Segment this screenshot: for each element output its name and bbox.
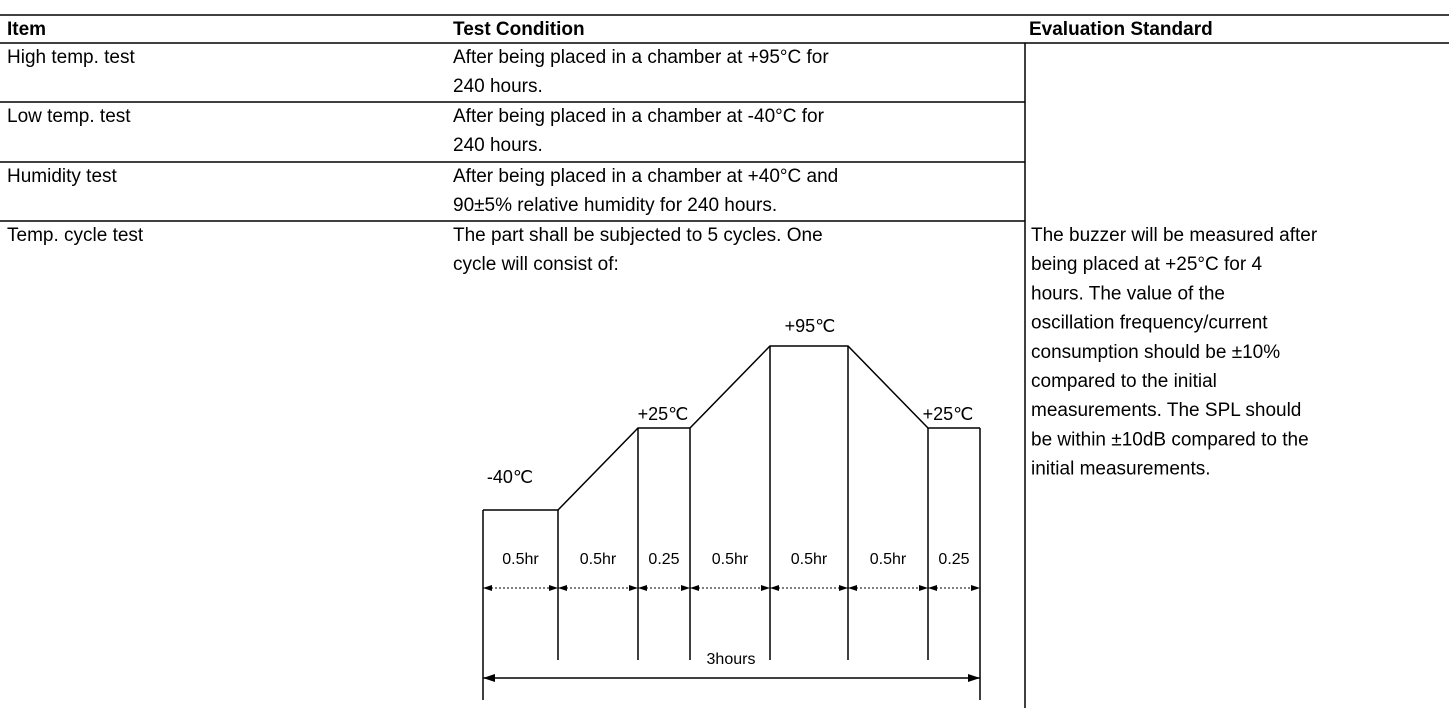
arrowhead — [971, 585, 980, 591]
segment-label: 0.5hr — [502, 551, 539, 568]
temperature-profile — [483, 345, 980, 511]
evaluation-line: initial measurements. — [1031, 459, 1211, 480]
evaluation-line: measurements. The SPL should — [1031, 400, 1301, 421]
segment-label: 0.25 — [938, 551, 969, 568]
arrowhead — [761, 585, 770, 591]
evaluation-line: be within ±10dB compared to the — [1031, 429, 1309, 450]
condition-line: cycle will consist of: — [453, 254, 619, 275]
evaluation-line: compared to the initial — [1031, 371, 1217, 392]
temperature-label: -40℃ — [487, 467, 533, 487]
column-header: Test Condition — [453, 19, 585, 40]
item-cell: Low temp. test — [7, 106, 131, 127]
arrowhead — [770, 585, 779, 591]
arrowhead — [919, 585, 928, 591]
column-header: Evaluation Standard — [1029, 19, 1213, 40]
condition-line: After being placed in a chamber at +40°C… — [453, 166, 838, 187]
condition-line: 240 hours. — [453, 135, 543, 156]
condition-line: After being placed in a chamber at -40°C… — [453, 106, 825, 127]
arrowhead — [483, 674, 495, 682]
arrowhead — [968, 674, 980, 682]
evaluation-line: oscillation frequency/current — [1031, 313, 1268, 334]
arrowhead — [483, 585, 492, 591]
arrowhead — [629, 585, 638, 591]
condition-line: 240 hours. — [453, 76, 543, 97]
segment-label: 0.5hr — [791, 551, 828, 568]
arrowhead — [928, 585, 937, 591]
arrowhead — [638, 585, 647, 591]
evaluation-line: hours. The value of the — [1031, 283, 1225, 304]
arrowhead — [681, 585, 690, 591]
arrowhead — [549, 585, 558, 591]
temperature-label: +25℃ — [923, 404, 974, 424]
arrowhead — [848, 585, 857, 591]
segment-label: 0.5hr — [712, 551, 749, 568]
arrowhead — [839, 585, 848, 591]
segment-label: 0.5hr — [870, 551, 907, 568]
temperature-label: +95℃ — [785, 316, 836, 336]
column-header: Item — [7, 19, 46, 40]
temperature-label: +25℃ — [638, 404, 689, 424]
segment-label: 0.25 — [648, 551, 679, 568]
item-cell: High temp. test — [7, 47, 135, 68]
condition-line: The part shall be subjected to 5 cycles.… — [453, 225, 823, 246]
evaluation-line: The buzzer will be measured after — [1031, 225, 1318, 246]
item-cell: Humidity test — [7, 166, 118, 187]
segment-label: 0.5hr — [580, 551, 617, 568]
arrowhead — [690, 585, 699, 591]
arrowhead — [558, 585, 567, 591]
condition-line: After being placed in a chamber at +95°C… — [453, 47, 829, 68]
condition-line: 90±5% relative humidity for 240 hours. — [453, 195, 777, 216]
item-cell: Temp. cycle test — [7, 225, 144, 246]
total-label: 3hours — [707, 651, 756, 668]
evaluation-line: being placed at +25°C for 4 — [1031, 254, 1262, 275]
evaluation-line: consumption should be ±10% — [1031, 342, 1280, 363]
